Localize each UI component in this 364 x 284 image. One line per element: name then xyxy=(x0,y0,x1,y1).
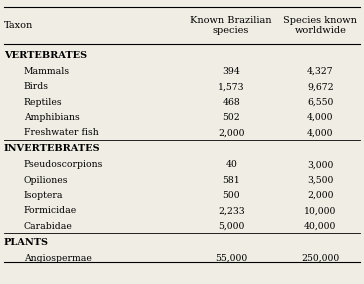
Text: Formicidae: Formicidae xyxy=(24,206,77,216)
Text: 1,573: 1,573 xyxy=(218,82,244,91)
Text: 3,500: 3,500 xyxy=(307,176,333,185)
Text: 9,672: 9,672 xyxy=(307,82,334,91)
Text: 2,233: 2,233 xyxy=(218,206,245,216)
Text: Carabidae: Carabidae xyxy=(24,222,72,231)
Text: Opiliones: Opiliones xyxy=(24,176,68,185)
Text: PLANTS: PLANTS xyxy=(4,238,49,247)
Text: 394: 394 xyxy=(222,67,240,76)
Text: Reptiles: Reptiles xyxy=(24,98,62,106)
Text: Known Brazilian
species: Known Brazilian species xyxy=(190,16,272,35)
Text: 40,000: 40,000 xyxy=(304,222,336,231)
Text: VERTEBRATES: VERTEBRATES xyxy=(4,51,87,60)
Text: 250,000: 250,000 xyxy=(301,254,340,263)
Text: 6,550: 6,550 xyxy=(307,98,333,106)
Text: 10,000: 10,000 xyxy=(304,206,336,216)
Text: Birds: Birds xyxy=(24,82,49,91)
Text: Mammals: Mammals xyxy=(24,67,70,76)
Text: 581: 581 xyxy=(222,176,240,185)
Text: 2,000: 2,000 xyxy=(218,128,244,137)
Text: Species known
worldwide: Species known worldwide xyxy=(284,16,357,35)
Text: Pseudoscorpions: Pseudoscorpions xyxy=(24,160,103,170)
Text: INVERTEBRATES: INVERTEBRATES xyxy=(4,144,100,153)
Text: 500: 500 xyxy=(222,191,240,200)
Text: 4,327: 4,327 xyxy=(307,67,334,76)
Text: Isoptera: Isoptera xyxy=(24,191,63,200)
Text: 2,000: 2,000 xyxy=(307,191,333,200)
Text: 5,000: 5,000 xyxy=(218,222,244,231)
Text: Amphibians: Amphibians xyxy=(24,113,79,122)
Text: Freshwater fish: Freshwater fish xyxy=(24,128,98,137)
Text: 4,000: 4,000 xyxy=(307,113,333,122)
Text: Angiospermae: Angiospermae xyxy=(24,254,91,263)
Text: Taxon: Taxon xyxy=(4,21,33,30)
Text: 55,000: 55,000 xyxy=(215,254,247,263)
Text: 468: 468 xyxy=(222,98,240,106)
Text: 4,000: 4,000 xyxy=(307,128,333,137)
Text: 3,000: 3,000 xyxy=(307,160,333,170)
Text: 502: 502 xyxy=(222,113,240,122)
Text: 40: 40 xyxy=(225,160,237,170)
